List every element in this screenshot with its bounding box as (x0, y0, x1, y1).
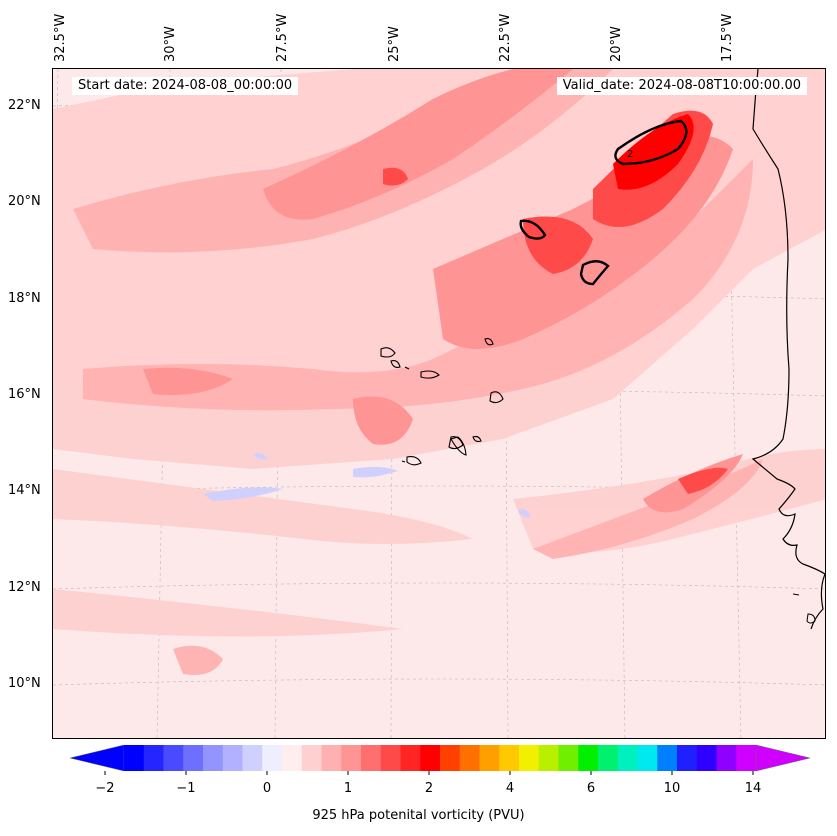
colorbar-cell (459, 745, 480, 771)
colorbar-cell (143, 745, 164, 771)
colorbar-cells (104, 745, 757, 775)
longitude-label: 27.5°W (275, 13, 290, 62)
colorbar-cell (637, 745, 658, 771)
latitude-label: 10°N (8, 676, 41, 691)
latitude-label: 20°N (8, 194, 41, 209)
colorbar-cell (282, 745, 303, 771)
colorbar-cell (163, 745, 184, 771)
colorbar-cell (617, 745, 638, 771)
colorbar-tick: 1 (343, 781, 353, 796)
colorbar-cell (242, 745, 263, 771)
colorbar-cell (262, 745, 283, 771)
colorbar-cell (519, 745, 540, 771)
colorbar-cell (558, 745, 579, 771)
colorbar-cell (301, 745, 322, 771)
latitude-label: 16°N (8, 387, 41, 402)
cape-verde-islands (380, 338, 504, 466)
colorbar-cell (400, 745, 421, 771)
latitude-label: 12°N (8, 580, 41, 595)
colorbar-cell (420, 745, 441, 771)
pv-field-map: 2 (53, 69, 825, 738)
colorbar-cell (361, 745, 382, 771)
colorbar-tick: 6 (586, 781, 596, 796)
colorbar-cell (499, 745, 520, 771)
colorbar-cell (716, 745, 737, 771)
latitude-label: 22°N (8, 98, 41, 113)
colorbar-cell (538, 745, 559, 771)
colorbar-tick: −1 (176, 781, 196, 796)
longitude-label: 20°W (609, 26, 624, 62)
contour-label: 2 (627, 149, 633, 160)
colorbar-label: 925 hPa potenital vorticity (PVU) (312, 808, 525, 823)
valid-date-label: Valid_date: 2024-08-08T10:00:00.00 (556, 77, 807, 95)
colorbar-cell (183, 745, 204, 771)
colorbar-cell (657, 745, 678, 771)
pv-max (613, 114, 694, 190)
colorbar-cell (124, 745, 145, 771)
colorbar-cell (380, 745, 401, 771)
colorbar-extend-high (755, 744, 810, 772)
colorbar-tick: 10 (663, 781, 681, 796)
colorbar-tick: 0 (262, 781, 272, 796)
colorbar (70, 744, 810, 775)
longitude-label: 30°W (163, 26, 178, 62)
latitude-label: 14°N (8, 483, 41, 498)
colorbar-cell (341, 745, 362, 771)
colorbar-cell (598, 745, 619, 771)
longitude-label: 25°W (387, 26, 402, 62)
colorbar-tick: 4 (505, 781, 515, 796)
colorbar-cell (203, 745, 224, 771)
colorbar-tick: 2 (424, 781, 434, 796)
colorbar-cell (440, 745, 461, 771)
coastline (751, 69, 825, 630)
colorbar-tick: 14 (744, 781, 762, 796)
colorbar-cell (696, 745, 717, 771)
colorbar-cell (479, 745, 500, 771)
colorbar-cell (736, 745, 757, 771)
coastline-islands (792, 593, 816, 624)
longitude-label: 32.5°W (53, 13, 68, 62)
pv-negative (203, 453, 531, 518)
colorbar-cell (321, 745, 342, 771)
longitude-label: 17.5°W (720, 13, 735, 62)
colorbar-cell (578, 745, 599, 771)
latitude-label: 18°N (8, 291, 41, 306)
start-date-label: Start date: 2024-08-08_00:00:00 (72, 77, 299, 95)
map-panel: 2 (52, 68, 826, 739)
colorbar-extend-low (70, 744, 125, 772)
colorbar-cell (677, 745, 698, 771)
colorbar-cell (222, 745, 243, 771)
pv-2-contours (519, 119, 688, 286)
colorbar-tick: −2 (95, 781, 115, 796)
longitude-label: 22.5°W (498, 13, 513, 62)
